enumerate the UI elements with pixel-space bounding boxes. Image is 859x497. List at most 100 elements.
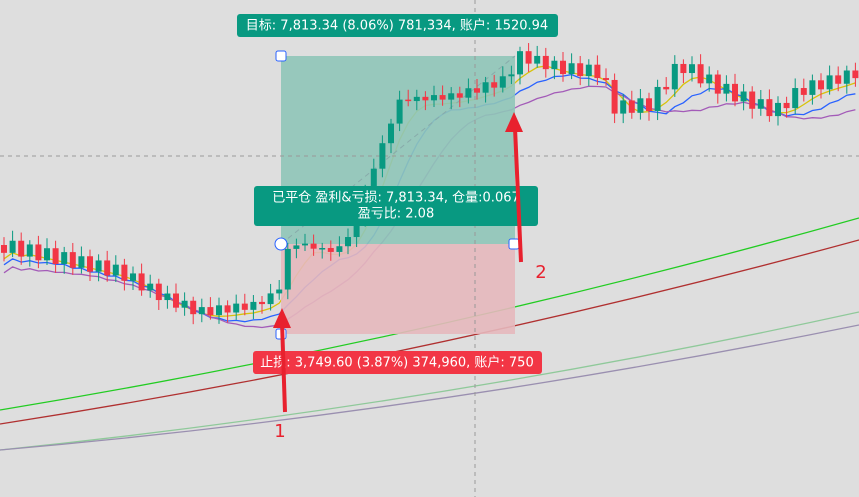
candle-body — [560, 60, 566, 75]
candle-body — [697, 64, 704, 84]
candle-body — [173, 293, 179, 308]
candle-body — [792, 88, 799, 109]
candle-body — [594, 64, 601, 79]
candle-body — [78, 256, 85, 268]
candle-body — [370, 168, 377, 194]
arrow-label: 2 — [535, 262, 546, 283]
candle-body — [224, 305, 231, 313]
candle-body — [646, 98, 652, 111]
candle-body — [396, 99, 403, 124]
candle-body — [1, 245, 7, 253]
candle-body — [121, 264, 128, 281]
candle-body — [95, 260, 102, 272]
candle-body — [276, 289, 283, 294]
candle-body — [181, 300, 188, 308]
candle-body — [327, 247, 334, 252]
candle-body — [250, 301, 257, 310]
loss-zone — [281, 244, 515, 334]
candle-body — [620, 100, 627, 114]
candle-body — [259, 301, 265, 305]
candle-body — [190, 300, 197, 315]
candle-body — [525, 51, 532, 64]
candle-body — [465, 88, 472, 98]
candle-body — [482, 82, 489, 93]
handle[interactable] — [508, 238, 520, 250]
candle-body — [654, 86, 661, 111]
candle-body — [706, 74, 713, 84]
closed-label: 已平仓 盈利&亏损: 7,813.34, 仓量:0.067 — [272, 191, 520, 206]
candle-body — [723, 83, 730, 94]
candle-body — [775, 102, 781, 117]
candle-body — [800, 88, 807, 95]
candle-body — [809, 80, 816, 95]
candle-body — [474, 88, 480, 93]
candle-body — [267, 293, 274, 305]
candle-body — [405, 99, 412, 102]
candle-body — [413, 96, 420, 102]
closed-label-box — [254, 186, 538, 226]
candle-body — [585, 64, 592, 77]
candle-body — [843, 70, 850, 84]
candle-body — [835, 75, 842, 84]
candle-body — [714, 74, 721, 94]
candle-body — [138, 273, 145, 291]
target-label-box — [237, 14, 558, 37]
candle-body — [456, 93, 463, 98]
arrowhead — [273, 308, 291, 328]
candle-body — [35, 244, 42, 261]
candle-body — [611, 79, 618, 114]
long-ma — [0, 324, 859, 451]
candle-body — [241, 303, 248, 310]
candle-body — [26, 244, 33, 257]
candle-body — [689, 64, 695, 74]
candle-body — [44, 248, 50, 261]
candle-body — [568, 63, 575, 75]
candle-body — [431, 95, 437, 101]
long-ma — [0, 311, 859, 451]
candle-body — [852, 70, 859, 79]
candle-body — [164, 293, 171, 301]
candle-body — [439, 95, 446, 100]
candle-body — [18, 240, 25, 257]
candle-body — [9, 240, 16, 253]
candle-body — [499, 76, 506, 88]
candle-body — [61, 252, 68, 264]
candle-body — [104, 260, 111, 276]
candle-body — [345, 237, 351, 247]
candle-body — [757, 99, 764, 109]
candle-body — [130, 273, 136, 281]
candle-body — [663, 86, 670, 90]
candle-body — [542, 55, 549, 70]
candle-body — [112, 264, 119, 276]
candle-body — [207, 307, 214, 316]
candle-body — [671, 63, 678, 90]
candle-body — [732, 83, 738, 102]
stop-label: 止损: 3,749.60 (3.87%) 374,960, 账户: 750 — [260, 355, 533, 371]
candle-body — [680, 63, 687, 74]
candle-body — [491, 82, 498, 88]
candle-body — [749, 91, 756, 109]
candle-body — [379, 143, 386, 169]
candle-body — [628, 100, 635, 113]
target-label: 目标: 7,813.34 (8.06%) 781,334, 账户: 1520.9… — [246, 18, 548, 34]
candle-body — [87, 256, 93, 272]
arrow-label: 1 — [274, 421, 285, 442]
candle-body — [69, 252, 76, 268]
candle-body — [52, 248, 59, 264]
arrow-1 — [280, 321, 287, 413]
handle[interactable] — [275, 50, 287, 62]
candle-body — [534, 55, 541, 64]
arrowhead — [505, 112, 523, 132]
candle-body — [551, 60, 558, 70]
candle-body — [216, 305, 222, 316]
candle-body — [603, 78, 609, 80]
long-ma — [0, 239, 859, 425]
candle-body — [826, 75, 833, 90]
candle-body — [766, 99, 773, 117]
candle-body — [783, 102, 790, 109]
candle-body — [284, 248, 291, 290]
candle-body — [233, 303, 240, 313]
handle[interactable] — [274, 237, 288, 251]
candle-body — [155, 283, 162, 301]
